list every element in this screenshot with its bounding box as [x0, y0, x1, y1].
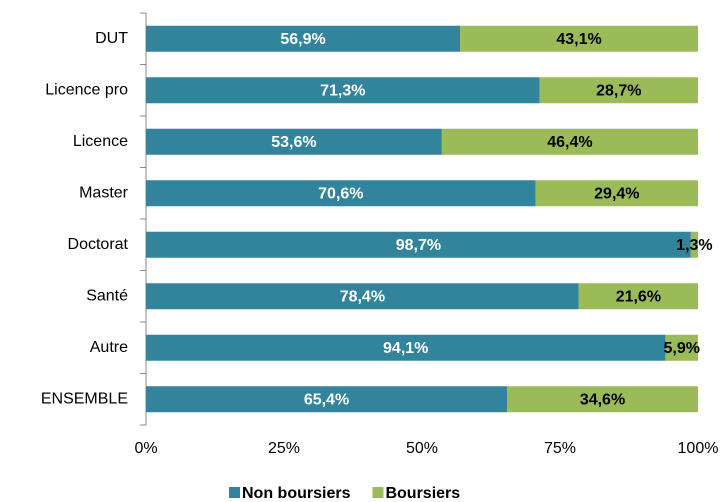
legend-swatch [372, 487, 384, 498]
y-tick-label: Autre [90, 339, 128, 356]
bar-segment [535, 180, 698, 207]
legend-swatch [229, 487, 240, 498]
data-label: 5,9% [663, 340, 699, 357]
data-label: 1,3% [676, 237, 712, 254]
x-tick-label: 0% [134, 440, 157, 457]
data-label: 28,7% [596, 82, 641, 99]
bar-segment [578, 283, 698, 310]
data-label: 43,1% [556, 31, 601, 48]
y-tick-label: Master [79, 184, 129, 201]
bar-segment [146, 283, 579, 310]
x-tick-label: 50% [406, 440, 438, 457]
bar-segment [665, 334, 698, 361]
data-label: 46,4% [547, 134, 592, 151]
bar-segment [146, 77, 540, 104]
bar-segment [690, 231, 698, 258]
y-tick-label: Doctorat [68, 236, 129, 253]
data-label: 98,7% [396, 237, 441, 254]
bar-segment [539, 77, 698, 104]
data-label: 65,4% [304, 391, 349, 408]
bar-segment [460, 25, 698, 52]
data-label: 34,6% [580, 391, 625, 408]
x-tick-label: 25% [268, 440, 300, 457]
data-label: 21,6% [616, 288, 661, 305]
bar-segment [146, 231, 691, 258]
x-tick-label: 100% [678, 440, 719, 457]
legend-label: Boursiers [385, 485, 460, 502]
data-label: 56,9% [280, 31, 325, 48]
bar-segment [146, 180, 536, 207]
bar-segment [146, 128, 442, 155]
data-label: 71,3% [320, 82, 365, 99]
bar-segment [146, 334, 666, 361]
y-tick-label: Santé [86, 287, 128, 304]
data-label: 94,1% [383, 340, 428, 357]
y-tick-label: ENSEMBLE [41, 390, 128, 407]
bar-segment [507, 386, 698, 413]
y-tick-label: Licence pro [45, 81, 128, 98]
data-label: 53,6% [271, 134, 316, 151]
bar-segment [146, 25, 461, 52]
legend-label: Non boursiers [242, 485, 351, 502]
y-tick-label: Licence [73, 133, 128, 150]
y-tick-label: DUT [95, 30, 128, 47]
data-label: 78,4% [340, 288, 385, 305]
x-tick-label: 75% [544, 440, 576, 457]
bar-segment [146, 386, 508, 413]
bar-segment [441, 128, 698, 155]
data-label: 70,6% [318, 185, 363, 202]
data-label: 29,4% [594, 185, 639, 202]
